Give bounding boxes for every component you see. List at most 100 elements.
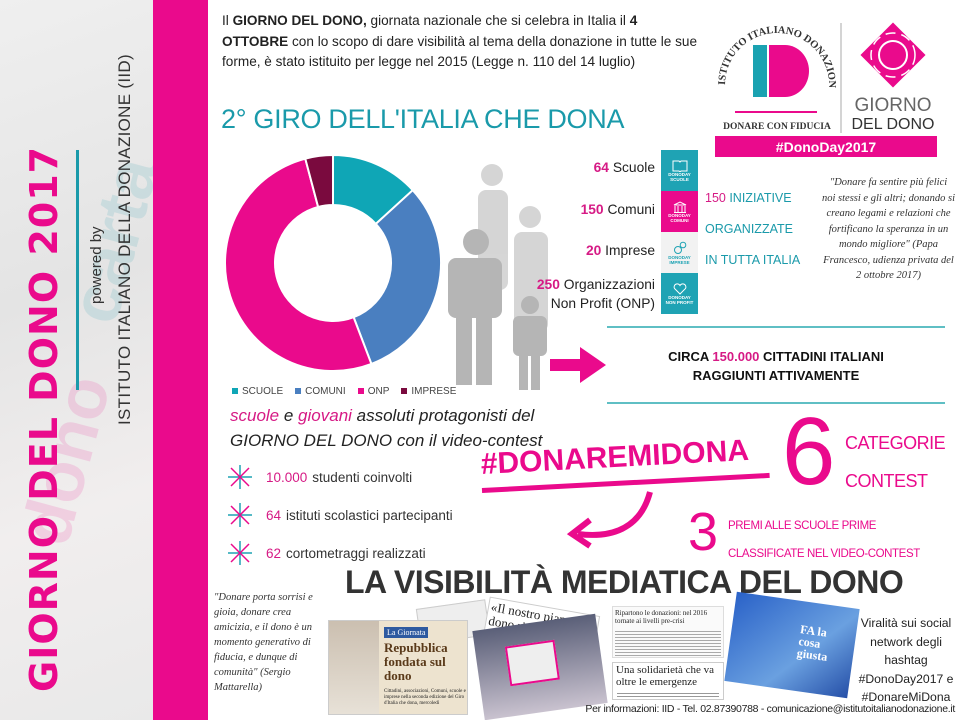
bullet-text: studenti coinvolti (312, 469, 413, 485)
iniziative-number: 150 (705, 191, 726, 205)
book-icon (672, 160, 687, 172)
tile-label: SCUOLE (670, 176, 689, 182)
iid-logo-icon: ISTITUTO ITALIANO DONAZIONE DONARE CON F… (701, 0, 937, 157)
tile-non-profit: DONODAY NON PROFIT (661, 273, 698, 314)
tile-scuole: DONODAY SCUOLE (661, 150, 698, 191)
legend-label: COMUNI (305, 386, 346, 397)
stat-label: Non Profit (ONP) (550, 296, 655, 311)
text: CONTEST (845, 471, 928, 491)
legend-label: IMPRESE (411, 386, 457, 397)
gears-icon (673, 241, 686, 254)
text: CIRCA (668, 349, 713, 364)
press-headline: Repubblica fondata sul dono (384, 640, 448, 683)
divider (607, 402, 945, 404)
donut-slice-onp (224, 157, 373, 372)
stat-number: 250 (536, 277, 560, 292)
tile-label: IMPRESE (669, 259, 690, 265)
stat-label: Organizzazioni (563, 277, 655, 292)
asterisk-icon (228, 465, 252, 489)
tile-brand: DONODAY (668, 212, 691, 218)
photo (329, 621, 379, 714)
stat-number: 64 (593, 160, 609, 175)
legend-swatch (401, 388, 408, 395)
arrow-right-icon (550, 347, 606, 383)
text: con lo scopo di dare visibilità al tema … (222, 33, 698, 70)
text: GIORNO DEL DONO con il video-contest (230, 431, 543, 450)
bullet-number: 64 (266, 507, 282, 523)
bullet-item: 64 istituti scolastici partecipanti (228, 503, 453, 527)
iniziative-text: 150 INIZIATIVE ORGANIZZATE IN TUTTA ITALIA (705, 183, 800, 276)
asterisk-icon (228, 541, 252, 565)
tile-label: NON PROFIT (665, 299, 694, 305)
press-clip-giornata: La Giornata Repubblica fondata sul dono … (328, 620, 468, 715)
categories-number: 6 (782, 398, 836, 505)
press-clip-solidarieta: Una solidarietà che va oltre le emergenz… (612, 662, 724, 700)
legend-item: IMPRESE (401, 386, 456, 397)
curved-arrow-icon (566, 491, 653, 549)
stat-label: Scuole (612, 160, 655, 175)
donut-slice-imprese (304, 153, 334, 209)
text: assoluti protagonisti del (351, 406, 535, 425)
section-title: 2° GIRO DELL'ITALIA CHE DONA (221, 104, 625, 134)
press-kicker: La Giornata (384, 627, 429, 638)
tv-screenshot-fa: FA la cosa giusta (724, 591, 860, 699)
legend-swatch (232, 388, 238, 395)
tile-label: COMUNI (670, 217, 689, 223)
text: scuole (230, 406, 280, 425)
legend-label: ONP (367, 386, 390, 397)
divider (607, 326, 945, 328)
tile-brand: DONODAY (668, 254, 691, 260)
papa-quote: "Donare fa sentire più felici noi stessi… (822, 177, 956, 281)
text: e (279, 406, 299, 425)
text: ORGANIZZATE (705, 222, 793, 236)
bullet-number: 62 (266, 545, 282, 561)
mattarella-quote: "Donare porta sorrisi e gioia, donare cr… (214, 592, 313, 693)
text: RAGGIUNTI ATTIVAMENTE (692, 368, 860, 383)
press-body: Cittadini, associazioni, Comuni, scuole … (384, 689, 466, 706)
pink-band (153, 0, 208, 720)
text: giovani (298, 406, 352, 425)
stat-onp: 250 Organizzazioni Non Profit (ONP) (537, 275, 655, 313)
tile-brand: DONODAY (668, 171, 691, 177)
bullet-number: 10.000 (266, 469, 308, 485)
legend-label: SCUOLE (242, 386, 284, 397)
legend-item: SCUOLE (232, 386, 283, 397)
stat-number: 150 (580, 202, 604, 217)
text-bold: GIORNO DEL DONO, (232, 13, 367, 28)
text: Il (222, 13, 233, 28)
legend-swatch (295, 388, 302, 395)
press-body (617, 691, 719, 699)
stat-label: Comuni (607, 202, 655, 217)
social-virality: Viralità sui social network degli hashta… (858, 616, 954, 704)
text: CITTADINI ITALIANI (759, 349, 884, 364)
stat-label: Imprese (605, 243, 655, 258)
text-bold: 4 OTTOBRE (222, 13, 638, 49)
chart-legend: SCUOLE COMUNI ONP IMPRESE (232, 386, 456, 397)
svg-text:DONARE CON FIDUCIA: DONARE CON FIDUCIA (723, 122, 831, 132)
tile-comuni: DONODAY COMUNI (661, 191, 698, 232)
logo: ISTITUTO ITALIANO DONAZIONE DONARE CON F… (701, 0, 955, 157)
stat-imprese: 20 Imprese (586, 241, 655, 260)
bullet-text: istituti scolastici partecipanti (286, 507, 453, 523)
prizes-text: PREMI ALLE SCUOLE PRIME CLASSIFICATE NEL … (728, 512, 920, 568)
stat-scuole: 64 Scuole (594, 158, 655, 177)
photo (504, 639, 560, 687)
bullet-item: 10.000 studenti coinvolti (228, 465, 412, 489)
press-headline: FA la cosa giusta (795, 622, 829, 664)
text: IN TUTTA ITALIA (705, 253, 801, 267)
sidebar-title: GIORNO DEL DONO 2017 (22, 145, 66, 692)
schools-heading: scuole e giovani assoluti protagonisti d… (230, 403, 542, 453)
legend-item: COMUNI (295, 386, 346, 397)
divider (76, 150, 79, 390)
tile-brand: DONODAY (668, 294, 691, 300)
citizens-reached: CIRCA 150.000 CITTADINI ITALIANI RAGGIUNT… (607, 347, 945, 385)
text: INIZIATIVE (725, 191, 792, 205)
categories-text: CATEGORIE CONTEST (845, 424, 946, 500)
bullet-text: cortometraggi realizzati (286, 545, 426, 561)
legend-item: ONP (357, 386, 390, 397)
legend-swatch (357, 388, 364, 395)
building-icon (673, 200, 686, 213)
citizens-number: 150.000 (712, 349, 760, 364)
text: giornata nazionale che si celebra in Ita… (366, 13, 630, 28)
footer-contact: Per informazioni: IID - Tel. 02.87390788… (585, 703, 955, 715)
